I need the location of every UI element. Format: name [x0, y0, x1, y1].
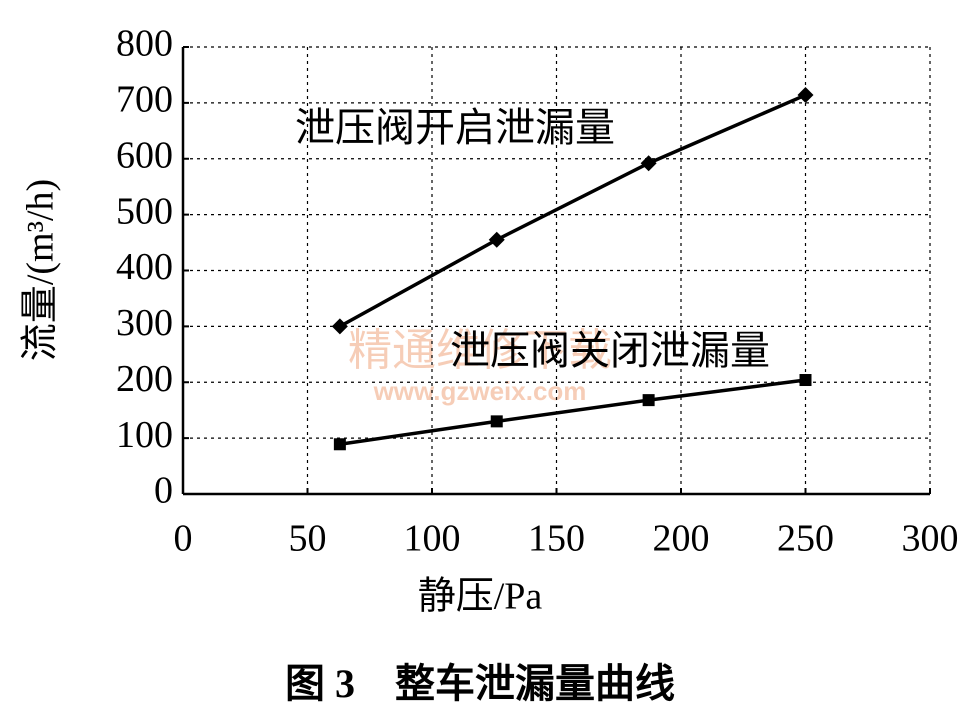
x-tick-label: 300 [902, 518, 959, 560]
y-tick-label: 200 [116, 358, 173, 400]
y-axis-label: 流量/(m³/h) [20, 179, 62, 361]
marker [333, 438, 346, 451]
x-axis-label: 静压/Pa [418, 576, 543, 618]
watermark: www.gzweix.com [373, 376, 587, 406]
y-tick-label: 0 [154, 470, 173, 512]
x-tick-label: 150 [528, 518, 585, 560]
series-label: 泄压阀关闭泄漏量 [450, 328, 770, 373]
x-tick-label: 250 [777, 518, 834, 560]
y-tick-label: 700 [116, 79, 173, 121]
y-tick-label: 600 [116, 134, 173, 176]
line [339, 93, 807, 328]
line [339, 378, 806, 447]
marker [642, 394, 655, 407]
marker [331, 318, 348, 335]
chart-title: 图 3 整车泄漏量曲线 [285, 661, 675, 706]
y-tick-label: 500 [116, 190, 173, 232]
x-tick-label: 200 [653, 518, 710, 560]
marker [490, 415, 503, 428]
marker [797, 87, 814, 104]
y-tick-label: 800 [116, 23, 173, 65]
marker [799, 374, 812, 387]
marker [488, 231, 505, 248]
y-tick-label: 400 [116, 246, 173, 288]
x-tick-label: 0 [174, 518, 193, 560]
marker [640, 155, 657, 172]
x-tick-label: 50 [289, 518, 327, 560]
series-label: 泄压阀开启泄漏量 [295, 105, 615, 150]
watermark: 精通维修下载 [348, 326, 612, 375]
y-tick-label: 100 [116, 414, 173, 456]
x-tick-label: 100 [404, 518, 461, 560]
y-tick-label: 300 [116, 302, 173, 344]
